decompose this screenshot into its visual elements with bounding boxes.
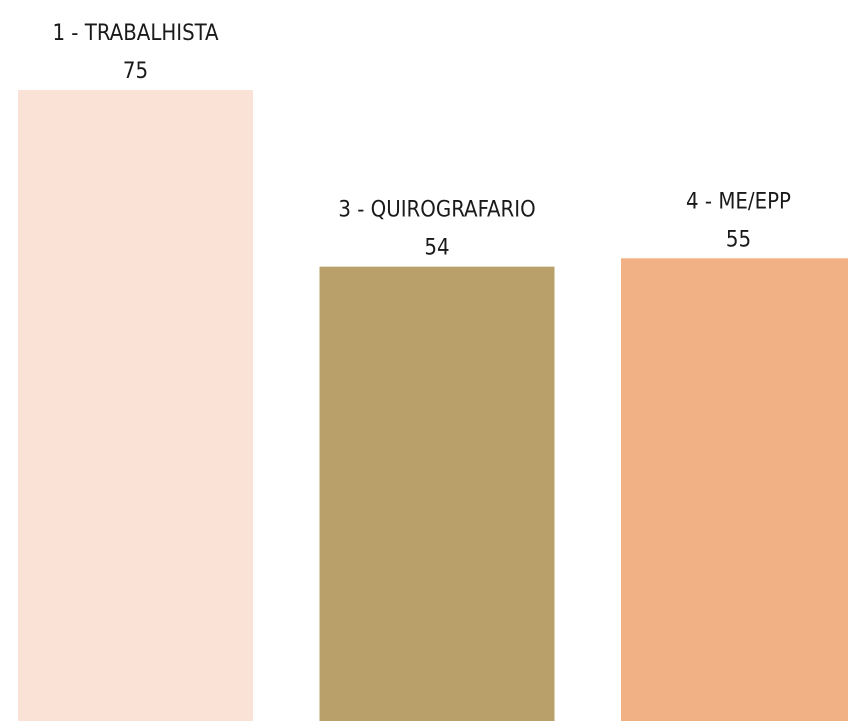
category-label: 3 - QUIROGRAFARIO bbox=[338, 198, 535, 223]
bar bbox=[319, 266, 555, 721]
bar bbox=[621, 258, 848, 721]
category-label: 4 - ME/EPP bbox=[686, 189, 791, 214]
category-label: 1 - TRABALHISTA bbox=[52, 21, 219, 46]
value-label: 75 bbox=[123, 59, 148, 84]
value-label: 55 bbox=[726, 227, 751, 252]
bar bbox=[18, 90, 253, 721]
value-label: 54 bbox=[424, 236, 449, 261]
